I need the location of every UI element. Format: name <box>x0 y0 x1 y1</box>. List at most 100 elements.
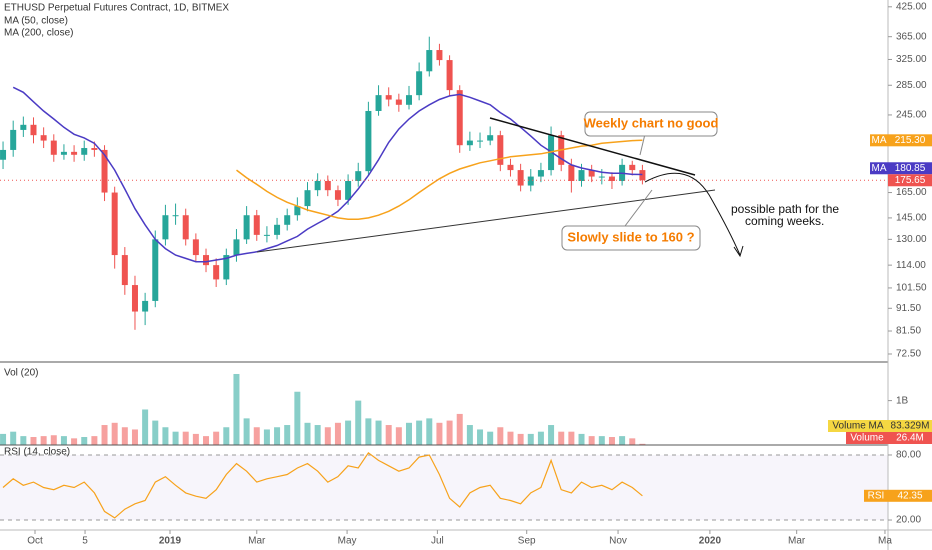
y-tick-label: 145.00 <box>896 213 927 224</box>
candle-body <box>385 95 392 100</box>
candle-body <box>436 50 443 61</box>
candle-body <box>253 215 260 235</box>
volume-bar <box>537 431 544 445</box>
badge-label: 83.329M <box>891 421 930 432</box>
candle-body <box>50 140 57 155</box>
candle-body <box>30 124 37 136</box>
candle-body <box>203 255 210 266</box>
candle-body <box>162 215 169 240</box>
candle-body <box>629 164 636 171</box>
candle-body <box>517 170 524 186</box>
candle-body <box>81 148 88 155</box>
candle-body <box>588 170 595 177</box>
candle-body <box>263 234 270 236</box>
volume-bar <box>294 391 301 445</box>
volume-bar <box>619 436 626 445</box>
x-tick-label: Sep <box>518 536 536 547</box>
callout-pointer <box>624 189 653 227</box>
volume-bar <box>588 436 595 445</box>
volume-bar <box>50 435 57 445</box>
badge-name-bg <box>870 162 888 175</box>
badge-bg <box>888 134 932 147</box>
candle-body <box>213 265 220 280</box>
volume-bar <box>416 420 423 445</box>
candle-body <box>537 170 544 177</box>
y-tick-label: 425.00 <box>896 1 927 12</box>
candle-body <box>405 95 412 105</box>
candle-body <box>578 170 585 181</box>
y-tick-label: 80.00 <box>896 450 921 461</box>
volume-bar <box>0 433 7 445</box>
ma200-legend: MA (200, close) <box>4 28 73 39</box>
candle-body <box>121 255 128 286</box>
note-text: coming weeks. <box>745 214 824 228</box>
plot <box>0 36 888 521</box>
badge-name: MA <box>872 163 887 174</box>
volume-bar <box>121 427 128 445</box>
candle-body <box>243 215 250 240</box>
y-tick-label: 72.50 <box>896 349 921 360</box>
candle-body <box>324 180 331 191</box>
badge-label: 180.85 <box>895 163 926 174</box>
y-tick-label: 101.50 <box>896 283 927 294</box>
y-tick-label: 130.00 <box>896 234 927 245</box>
volume-bar <box>598 436 605 445</box>
volume-bar <box>639 443 646 445</box>
volume-bar <box>477 429 484 445</box>
volume-bar <box>203 436 210 445</box>
badge-name-bg <box>846 432 888 444</box>
volume-bar <box>517 433 524 445</box>
callout-box <box>584 111 718 137</box>
volume-bar <box>20 436 27 445</box>
volume-bar <box>446 420 453 445</box>
y-tick-label: 365.00 <box>896 31 927 42</box>
rsi-line <box>2 451 643 519</box>
candle-body <box>152 239 159 301</box>
candle-body <box>477 140 484 142</box>
volume-bar <box>111 422 118 445</box>
badge-name-bg <box>864 489 888 502</box>
y-tick-label: 91.50 <box>896 303 921 314</box>
volume-bar <box>81 437 88 445</box>
symbol-title: ETHUSD Perpetual Futures Contract, 1D, B… <box>4 3 229 14</box>
badge-label: 42.35 <box>897 490 922 501</box>
volume-bar <box>568 431 575 445</box>
y-tick-label: 325.00 <box>896 54 927 65</box>
volume-bar <box>30 437 37 445</box>
volume-bar <box>334 422 341 445</box>
badge-name: Volume MA <box>832 421 883 432</box>
volume-bar <box>405 422 412 445</box>
callout-box <box>561 225 701 251</box>
y-tick-label: 285.00 <box>896 80 927 91</box>
candle-body <box>304 190 311 207</box>
candle-body <box>223 255 230 280</box>
candle-body <box>639 170 646 181</box>
volume-bar <box>558 431 565 445</box>
x-tick-label: Ma <box>878 536 892 547</box>
volume-bar <box>192 433 199 445</box>
candle-body <box>466 140 473 146</box>
volume-bar <box>385 425 392 445</box>
x-tick-label: Mar <box>248 536 266 547</box>
volume-bar <box>375 420 382 445</box>
y-tick-label: 114.00 <box>896 260 926 271</box>
vol-legend: Vol (20) <box>4 368 38 379</box>
volume-bar <box>314 425 321 445</box>
candle-body <box>446 60 453 91</box>
candle-body <box>284 215 291 225</box>
volume-bar <box>152 420 159 445</box>
badge-bg <box>888 162 932 175</box>
candle-body <box>60 151 67 155</box>
candle-body <box>355 171 362 181</box>
volume-bar <box>578 433 585 445</box>
callout-text: Weekly chart no good <box>584 115 719 130</box>
volume-bar <box>40 436 47 445</box>
candle-body <box>101 149 108 193</box>
x-tick-label: 2019 <box>159 536 182 547</box>
badge-bg <box>888 174 932 187</box>
volume-bar <box>466 425 473 445</box>
volume-bar <box>274 427 281 445</box>
candle-body <box>497 135 504 165</box>
candle-body <box>20 124 27 130</box>
x-tick-label: Nov <box>609 536 627 547</box>
